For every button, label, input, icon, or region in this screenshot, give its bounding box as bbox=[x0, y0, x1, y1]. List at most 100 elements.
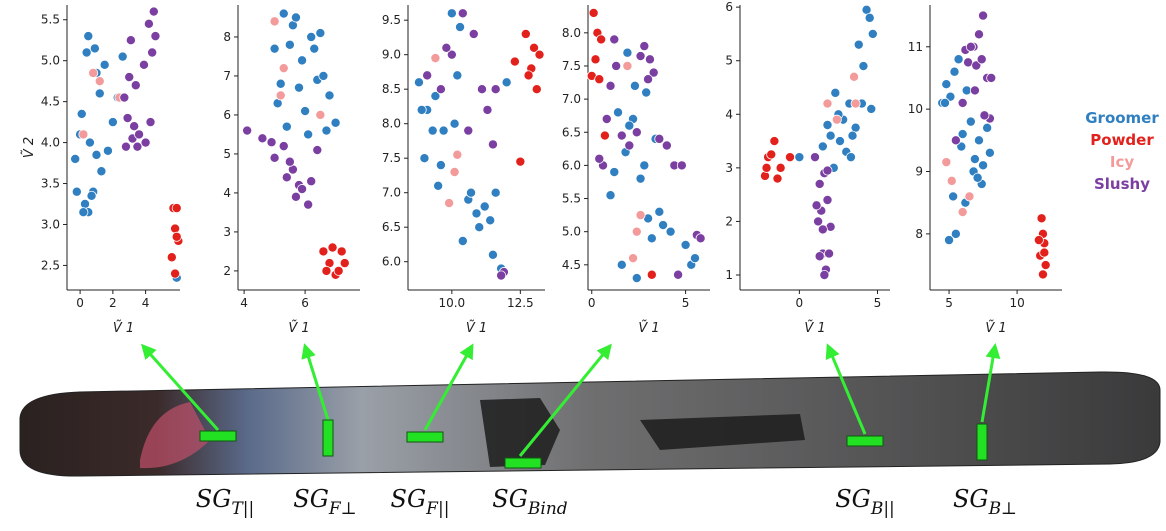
point bbox=[485, 215, 496, 226]
point bbox=[327, 242, 338, 253]
point bbox=[665, 226, 676, 237]
point bbox=[309, 43, 320, 54]
gauge-label-main: SG bbox=[196, 485, 232, 513]
point bbox=[122, 113, 133, 124]
point bbox=[275, 90, 286, 101]
point bbox=[94, 76, 105, 87]
point bbox=[1037, 269, 1048, 280]
point bbox=[487, 139, 498, 150]
point bbox=[438, 125, 449, 136]
x-axis-label: Ṽ 1 bbox=[638, 320, 659, 336]
point bbox=[941, 157, 952, 168]
point bbox=[831, 114, 842, 125]
y-tick-label: 9 bbox=[915, 165, 923, 179]
point bbox=[257, 133, 268, 144]
point bbox=[822, 165, 833, 176]
point bbox=[867, 28, 878, 39]
y-tick-label: 6.0 bbox=[562, 158, 581, 172]
y-tick-label: 3 bbox=[223, 225, 231, 239]
point bbox=[982, 122, 993, 133]
point bbox=[1040, 260, 1051, 271]
point bbox=[661, 140, 672, 151]
point bbox=[138, 59, 149, 70]
point bbox=[487, 249, 498, 260]
y-tick-label: 9.0 bbox=[382, 48, 401, 62]
gauge-label: SGF|| bbox=[391, 485, 450, 519]
point bbox=[950, 135, 961, 146]
point bbox=[813, 216, 824, 227]
point bbox=[976, 54, 987, 65]
x-tick-label: 4 bbox=[240, 296, 248, 310]
point bbox=[969, 85, 980, 96]
point bbox=[830, 87, 841, 98]
x-tick-label: 2 bbox=[109, 296, 117, 310]
point bbox=[644, 54, 655, 65]
point bbox=[455, 22, 466, 33]
gauge-label: SGF⊥ bbox=[293, 485, 356, 519]
scatter-panel: 2 3 4 5 6 7 8 4 6 Ṽ 1 bbox=[223, 5, 360, 336]
point bbox=[775, 162, 786, 173]
point bbox=[601, 114, 612, 125]
point bbox=[94, 88, 105, 99]
point bbox=[811, 200, 822, 211]
x-tick-label: 12.5 bbox=[507, 296, 534, 310]
x-axis-label: Ṽ 1 bbox=[466, 320, 487, 336]
point bbox=[303, 129, 314, 140]
arrows bbox=[141, 343, 1001, 457]
point bbox=[145, 117, 156, 128]
point bbox=[81, 47, 92, 58]
point bbox=[515, 156, 526, 167]
scatter-panel: 2.5 3.0 3.5 4.0 4.5 5.0 5.5 0 2 4 Ṽ 1 Ṽ 2 bbox=[21, 5, 184, 336]
point bbox=[290, 191, 301, 202]
point bbox=[760, 170, 771, 181]
point bbox=[628, 253, 639, 264]
point bbox=[297, 55, 308, 66]
point bbox=[482, 104, 493, 115]
point bbox=[946, 175, 957, 186]
point bbox=[761, 162, 772, 173]
point bbox=[689, 253, 700, 264]
point bbox=[419, 153, 430, 164]
x-tick-label: 5 bbox=[682, 296, 690, 310]
point bbox=[648, 67, 659, 78]
gauge-label: SGB|| bbox=[835, 485, 895, 519]
point bbox=[490, 187, 501, 198]
point bbox=[845, 152, 856, 163]
point bbox=[944, 235, 955, 246]
point bbox=[824, 248, 835, 259]
point bbox=[269, 16, 280, 27]
point bbox=[171, 231, 182, 242]
point bbox=[794, 152, 805, 163]
point bbox=[315, 28, 326, 39]
x-tick-label: 5 bbox=[945, 296, 953, 310]
point bbox=[242, 125, 253, 136]
point bbox=[318, 246, 329, 257]
point bbox=[594, 74, 605, 85]
y-tick-label: 4.5 bbox=[562, 258, 581, 272]
point bbox=[140, 137, 151, 148]
point bbox=[496, 270, 507, 281]
y-tick-label: 10 bbox=[908, 102, 923, 116]
point bbox=[596, 34, 607, 45]
ski-image bbox=[19, 371, 1161, 477]
point bbox=[945, 91, 956, 102]
point bbox=[306, 176, 317, 187]
point bbox=[948, 191, 959, 202]
gauge-label: SGT|| bbox=[196, 485, 254, 519]
point bbox=[624, 120, 635, 131]
y-tick-label: 7.5 bbox=[382, 151, 401, 165]
point bbox=[695, 233, 706, 244]
point bbox=[290, 12, 301, 23]
point bbox=[134, 129, 145, 140]
point bbox=[333, 265, 344, 276]
point bbox=[673, 269, 684, 280]
point bbox=[766, 149, 777, 160]
gauge-label-sub: F|| bbox=[425, 499, 449, 519]
gauge-label-main: SG bbox=[391, 485, 427, 513]
point bbox=[611, 60, 622, 71]
point bbox=[635, 210, 646, 221]
point bbox=[91, 149, 102, 160]
point bbox=[950, 228, 961, 239]
point bbox=[866, 103, 877, 114]
point bbox=[817, 141, 828, 152]
